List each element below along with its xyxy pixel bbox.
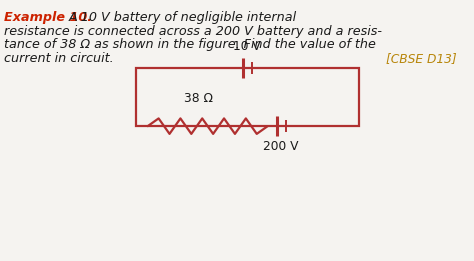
- Bar: [136, 68, 358, 126]
- Text: current in circuit.: current in circuit.: [4, 52, 113, 65]
- Text: Example 10.: Example 10.: [4, 11, 92, 24]
- Text: 10 V: 10 V: [234, 40, 261, 53]
- Text: 38 Ω: 38 Ω: [183, 92, 212, 105]
- Text: resistance is connected across a 200 V battery and a resis-: resistance is connected across a 200 V b…: [4, 25, 382, 38]
- Text: tance of 38 Ω as shown in the figure. Find the value of the: tance of 38 Ω as shown in the figure. Fi…: [4, 38, 375, 51]
- Text: [CBSE D13]: [CBSE D13]: [386, 52, 456, 65]
- Text: 200 V: 200 V: [264, 140, 299, 153]
- Text: A 10 V battery of negligible internal: A 10 V battery of negligible internal: [68, 11, 297, 24]
